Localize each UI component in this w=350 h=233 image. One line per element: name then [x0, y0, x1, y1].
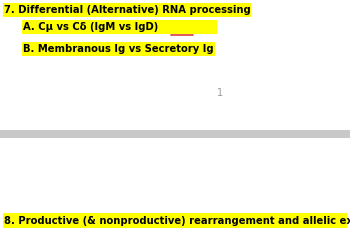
Text: A. Cμ vs Cδ (IgM vs IgD): A. Cμ vs Cδ (IgM vs IgD): [23, 22, 158, 32]
Text: 1: 1: [217, 88, 223, 98]
Bar: [22, 20, 217, 34]
Text: 7. Differential (Alternative) RNA processing: 7. Differential (Alternative) RNA proces…: [4, 5, 251, 15]
Text: B. Membranous Ig vs Secretory Ig: B. Membranous Ig vs Secretory Ig: [23, 44, 214, 54]
Bar: [3, 3, 251, 17]
Text: 8. Productive (& nonproductive) rearrangement and allelic exclusion: 8. Productive (& nonproductive) rearrang…: [4, 216, 350, 226]
Bar: [0, 130, 350, 138]
Bar: [22, 42, 215, 56]
Bar: [3, 213, 347, 228]
